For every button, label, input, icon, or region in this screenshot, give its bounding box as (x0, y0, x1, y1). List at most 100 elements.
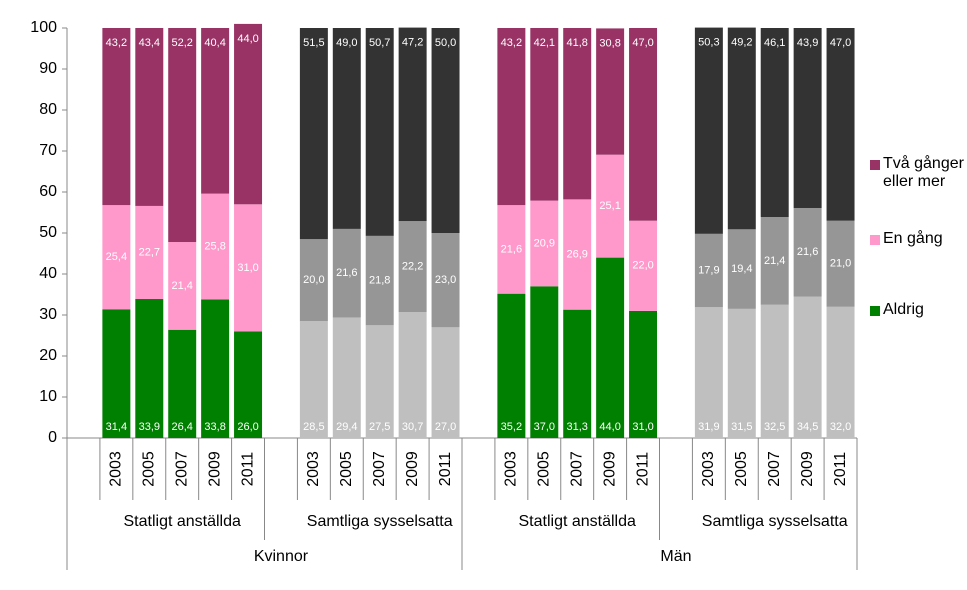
bar-segment (497, 205, 526, 294)
bar-segment (102, 28, 131, 206)
value-label: 22,2 (402, 261, 423, 273)
value-label: 21,4 (171, 280, 192, 292)
y-tick-label: 10 (39, 388, 57, 405)
bar-segment (431, 327, 460, 438)
value-label: 41,8 (566, 37, 587, 49)
value-label: 23,0 (435, 274, 456, 286)
value-label: 30,7 (402, 421, 423, 433)
value-label: 31,0 (237, 262, 258, 274)
bar-segment (431, 233, 460, 328)
value-label: 46,1 (764, 37, 785, 49)
y-tick-label: 30 (39, 306, 57, 323)
x-tick-label: 2009 (601, 451, 618, 487)
x-tick-label: 2011 (239, 452, 256, 487)
value-label: 32,5 (764, 421, 785, 433)
value-label: 50,3 (698, 36, 719, 48)
value-label: 43,9 (797, 37, 818, 49)
y-tick-label: 0 (48, 429, 57, 446)
y-tick-label: 40 (39, 265, 57, 282)
bar-segment (431, 28, 460, 233)
bar-segment (398, 27, 427, 222)
bar-segment (793, 207, 822, 297)
bar-segment (299, 239, 328, 322)
x-tick-label: 2011 (437, 452, 454, 487)
value-label: 19,4 (731, 263, 752, 275)
value-label: 17,9 (698, 264, 719, 276)
value-label: 44,0 (599, 421, 620, 433)
value-label: 52,2 (171, 37, 192, 49)
x-tick-label: 2003 (700, 451, 717, 487)
value-label: 27,5 (369, 421, 390, 433)
x-tick-label: 2003 (305, 451, 322, 487)
group-label: Män (660, 548, 691, 565)
bar-segment (760, 28, 789, 218)
y-tick-label: 70 (39, 142, 57, 159)
value-label: 31,0 (632, 421, 653, 433)
value-label: 32,0 (830, 421, 851, 433)
value-label: 30,8 (599, 37, 620, 49)
x-tick-label: 2007 (371, 451, 388, 487)
value-label: 28,5 (303, 421, 324, 433)
bar-segment (596, 28, 625, 155)
subgroup-label: Samtliga sysselsatta (702, 513, 848, 530)
value-label: 44,0 (237, 33, 258, 45)
value-label: 51,5 (303, 37, 324, 49)
legend-label: Aldrig (883, 301, 924, 318)
bar-segment (563, 28, 592, 200)
bar-segment (135, 28, 164, 206)
bar-segment (135, 205, 164, 300)
bar-segment (201, 28, 230, 194)
bar-segment (332, 228, 361, 318)
bar-segment (365, 235, 394, 326)
x-tick-label: 2003 (503, 451, 520, 487)
bar-segment (102, 309, 131, 438)
bar-segment (168, 329, 197, 438)
bar-segment (727, 27, 756, 230)
y-tick-label: 60 (39, 183, 57, 200)
value-label: 33,9 (139, 421, 160, 433)
value-label: 40,4 (204, 37, 225, 49)
x-tick-label: 2011 (832, 452, 849, 487)
x-tick-label: 2005 (733, 451, 750, 487)
value-label: 37,0 (534, 421, 555, 433)
bar-segment (629, 310, 658, 438)
y-tick-label: 50 (39, 224, 57, 241)
bar-segment (793, 28, 822, 208)
value-label: 20,9 (534, 237, 555, 249)
value-label: 20,0 (303, 274, 324, 286)
legend-label: En gång (883, 230, 943, 247)
bar-segment (530, 28, 559, 201)
bar-segment (201, 299, 230, 438)
bar-segment (760, 304, 789, 438)
bar-segment (727, 308, 756, 438)
legend-swatch (870, 306, 880, 316)
x-tick-label: 2005 (338, 451, 355, 487)
bar-segment (332, 28, 361, 229)
value-label: 33,8 (204, 421, 225, 433)
value-label: 21,0 (830, 258, 851, 270)
value-label: 25,1 (599, 200, 620, 212)
value-label: 47,0 (830, 37, 851, 49)
value-label: 50,0 (435, 37, 456, 49)
bar-segment (234, 331, 263, 438)
x-tick-label: 2005 (536, 451, 553, 487)
legend-swatch (870, 160, 880, 170)
x-tick-label: 2011 (634, 452, 651, 487)
value-label: 26,4 (171, 421, 192, 433)
bar-segment (365, 28, 394, 236)
y-tick-label: 20 (39, 347, 57, 364)
value-label: 31,5 (731, 421, 752, 433)
value-label: 22,0 (632, 260, 653, 272)
x-tick-label: 2007 (766, 451, 783, 487)
y-tick-label: 80 (39, 101, 57, 118)
value-label: 49,2 (731, 36, 752, 48)
bar-segment (530, 286, 559, 438)
x-tick-label: 2007 (568, 451, 585, 487)
bar-segment (629, 220, 658, 311)
bar-segment (299, 321, 328, 438)
value-label: 35,2 (501, 421, 522, 433)
x-tick-label: 2009 (799, 451, 816, 487)
value-label: 21,6 (797, 246, 818, 258)
